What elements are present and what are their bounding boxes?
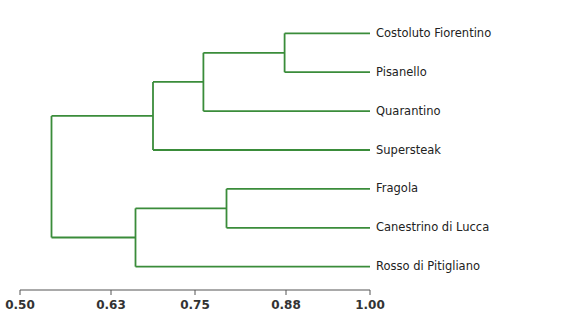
leaf-label: Canestrino di Lucca [376,220,489,234]
x-axis: 0.50 0.63 0.75 0.88 1.00 [5,290,385,312]
branch [227,188,371,190]
tick [370,290,371,295]
branch [52,237,136,239]
leaf-label: Pisanello [376,65,427,79]
branch [203,52,284,54]
branch [203,110,370,112]
branch [285,32,370,34]
tick [20,290,21,295]
branch [153,81,203,83]
tick [286,290,287,295]
leaf-label: Quarantino [376,104,440,118]
branch [227,227,371,229]
tree [52,33,371,266]
tick [195,290,196,295]
tick-label: 0.88 [271,298,301,312]
branch [285,71,370,73]
tick-label: 0.75 [180,298,210,312]
chart: Costoluto Fiorentino Pisanello Quarantino S… [0,0,568,334]
leaf-label: Rosso di Pitigliano [376,259,480,273]
branch [136,266,371,268]
tick-label: 0.63 [96,298,126,312]
branch [52,115,154,117]
leaf-label: Fragola [376,181,418,195]
tick [111,290,112,295]
leaf-label: Supersteak [376,143,441,157]
tick-label: 0.50 [5,298,35,312]
branch [136,207,227,209]
leaf-label: Costoluto Fiorentino [376,26,491,40]
branch [153,149,370,151]
merge-bar [51,116,53,238]
tick-label: 1.00 [355,298,385,312]
